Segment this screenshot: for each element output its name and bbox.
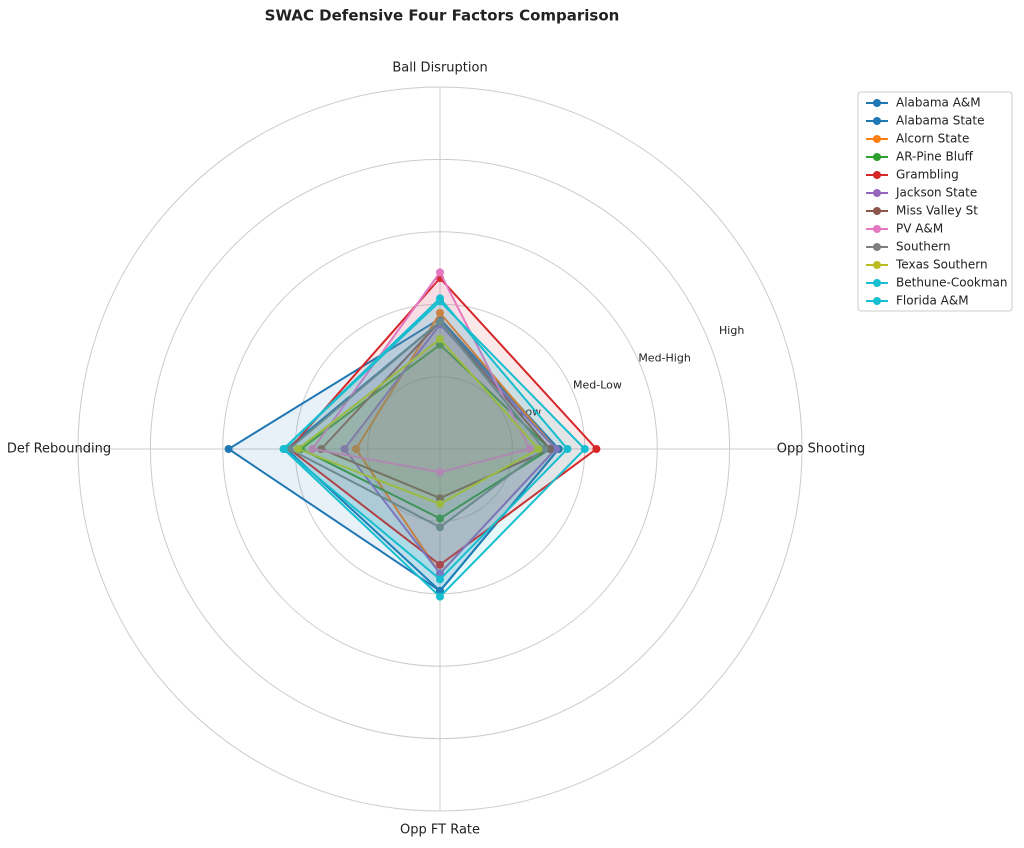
- legend-marker: [873, 171, 881, 179]
- legend-marker: [873, 117, 881, 125]
- point: [534, 445, 543, 453]
- point: [580, 445, 589, 453]
- point: [224, 445, 233, 453]
- legend-label: Bethune-Cookman: [896, 276, 1008, 290]
- legend-label: PV A&M: [896, 222, 943, 236]
- legend-label: Jackson State: [895, 186, 977, 200]
- point: [340, 445, 349, 453]
- point: [436, 523, 444, 532]
- axis-label: Def Rebounding: [7, 442, 111, 457]
- legend-label: Alabama State: [896, 114, 985, 128]
- legend-marker: [873, 297, 881, 305]
- point: [294, 445, 303, 453]
- legend-label: Southern: [896, 240, 951, 254]
- legend-marker: [873, 135, 881, 143]
- legend-label: Miss Valley St: [896, 204, 978, 218]
- legend-label: Florida A&M: [896, 294, 969, 308]
- point: [436, 317, 444, 326]
- legend-marker: [873, 261, 881, 269]
- point: [546, 445, 555, 453]
- point: [436, 586, 444, 595]
- legend-label: AR-Pine Bluff: [896, 150, 974, 164]
- legend-marker: [873, 99, 881, 107]
- point: [436, 494, 444, 503]
- point: [436, 500, 444, 509]
- legend-box: [857, 91, 1013, 312]
- series-area: [282, 299, 587, 599]
- r-tick-label: Med-High: [638, 351, 691, 364]
- point: [551, 445, 560, 453]
- chart-title: SWAC Defensive Four Factors Comparison: [265, 7, 620, 25]
- legend-label: Alcorn State: [896, 132, 969, 146]
- legend-label: Texas Southern: [895, 258, 988, 272]
- point: [436, 308, 444, 317]
- point: [436, 334, 444, 343]
- legend-marker: [873, 243, 881, 251]
- legend-marker: [873, 189, 881, 197]
- axis-label: Opp FT Rate: [400, 823, 480, 838]
- point: [308, 445, 317, 453]
- point: [525, 445, 534, 453]
- point: [436, 514, 444, 523]
- point: [540, 445, 549, 453]
- legend-marker: [873, 279, 881, 287]
- point: [436, 468, 444, 477]
- point: [436, 297, 444, 306]
- legend: Alabama A&M Alabama State Alcorn State AR-P…: [857, 91, 1013, 312]
- r-tick-label: High: [719, 324, 744, 337]
- point: [436, 592, 444, 601]
- point: [436, 569, 444, 578]
- legend-label: Grambling: [896, 168, 959, 182]
- axis-label: Opp Shooting: [777, 442, 865, 457]
- point: [436, 268, 444, 277]
- point: [563, 445, 572, 453]
- legend-label: Alabama A&M: [896, 96, 981, 110]
- point: [436, 575, 444, 584]
- point: [436, 340, 444, 349]
- legend-marker: [873, 225, 881, 233]
- legend-marker: [873, 207, 881, 215]
- axis-label: Ball Disruption: [392, 61, 487, 76]
- legend-marker: [873, 153, 881, 161]
- point: [352, 445, 361, 453]
- point: [592, 445, 601, 453]
- point: [436, 560, 444, 569]
- r-tick-label: Med-Low: [573, 378, 622, 391]
- point: [279, 445, 288, 453]
